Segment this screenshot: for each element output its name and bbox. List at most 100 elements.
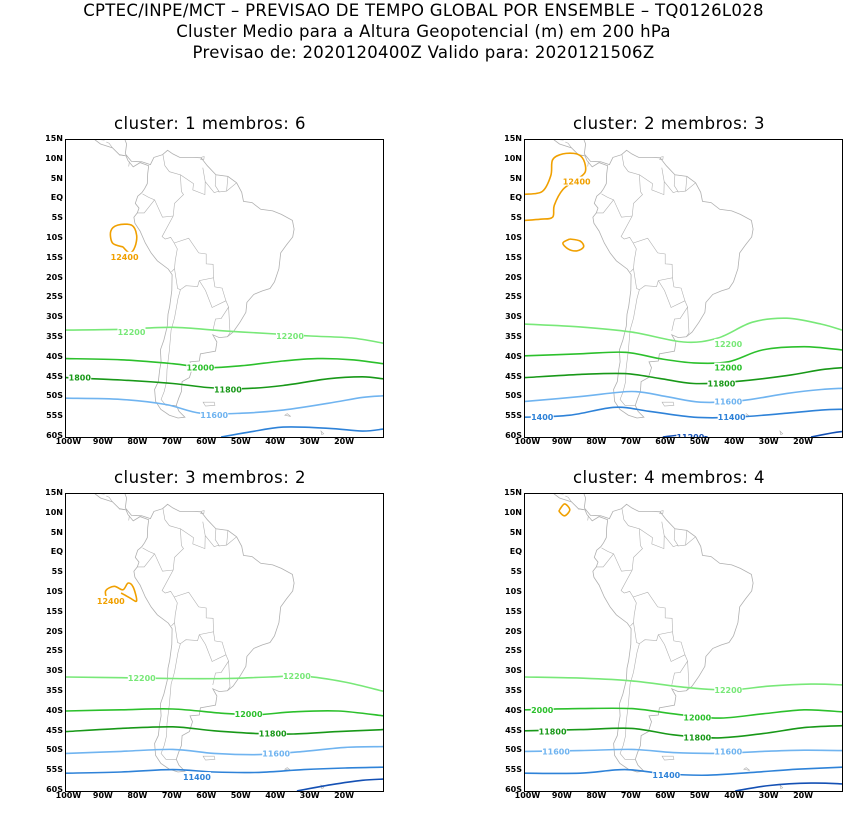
contour-label: 11600 <box>262 749 290 758</box>
country-border <box>639 167 665 196</box>
country-border <box>673 174 688 193</box>
contour-label: 1800 <box>69 374 92 383</box>
island-outline <box>202 755 216 761</box>
lat-tick-label: 10S <box>505 233 522 242</box>
lat-tick-label: 5N <box>50 527 63 537</box>
lat-tick-label: 35S <box>505 686 522 695</box>
lat-tick-label: 35S <box>46 686 63 695</box>
contour-line-11600 <box>66 395 383 415</box>
contour-label: 12400 <box>111 253 139 262</box>
contour-label-bg <box>714 362 743 372</box>
contour-label: 12200 <box>714 340 742 349</box>
lon-tick-label: 30W <box>758 791 779 800</box>
contour-label-bg <box>276 331 304 340</box>
contour-label-bg <box>714 746 743 756</box>
country-border <box>137 199 155 214</box>
lat-tick-label: 50S <box>46 391 63 401</box>
lat-tick-label: 20S <box>46 626 63 636</box>
lon-tick-label: 60W <box>196 791 217 800</box>
contour-label-bg <box>714 396 743 406</box>
south-america-coastline <box>553 494 754 773</box>
island-outline <box>284 767 291 771</box>
lon-tick-label: 80W <box>586 791 607 800</box>
lon-tick-label: 20W <box>793 437 814 446</box>
country-border <box>180 167 206 196</box>
lat-tick-label: EQ <box>50 193 63 203</box>
contour-label: 12400 <box>563 178 591 187</box>
contour-line-11800 <box>525 366 842 385</box>
map-canvas: 12400 12200 12200 12000 1800 11800 11600 <box>66 140 383 437</box>
contour-label-bg <box>714 685 743 694</box>
lat-tick-label: 55S <box>505 765 522 775</box>
contour-label: 12200 <box>714 686 742 695</box>
contour-label: 11400 <box>718 413 746 422</box>
map-frame: 12400 12200 12200 12000 11800 11600 11400 <box>65 493 384 792</box>
lat-tick-label: 30S <box>46 666 63 676</box>
country-border <box>639 521 665 550</box>
contour-line-12200 <box>66 675 383 692</box>
contour-label: 11600 <box>714 747 742 756</box>
lat-tick-label: EQ <box>509 547 522 557</box>
lon-tick-label: 30W <box>299 437 320 446</box>
contour-label-bg <box>530 412 554 422</box>
contour-line-11400 <box>220 426 383 437</box>
lat-tick-label: 30S <box>46 312 63 322</box>
header-line-1: CPTEC/INPE/MCT – PREVISAO DE TEMPO GLOBA… <box>83 1 764 20</box>
contour-label-bg <box>562 176 591 186</box>
contour-label: 11600 <box>714 397 742 406</box>
country-border <box>565 141 572 149</box>
lat-tick-label: 60S <box>505 785 522 794</box>
contour-label: 11800 <box>683 734 711 743</box>
country-border <box>619 643 640 760</box>
lat-tick-label: 40S <box>505 351 522 361</box>
country-border <box>204 181 220 194</box>
lat-tick-label: 15S <box>46 606 63 616</box>
contour-line-11400 <box>525 766 842 777</box>
contour-line-12400 <box>109 223 138 254</box>
lat-tick-label: 25S <box>505 292 522 302</box>
panel-title: cluster: 2 membros: 3 <box>572 114 766 133</box>
map-canvas: 12400 12200 12000 11800 11600 1400 11400 11200 <box>525 140 842 437</box>
country-border <box>663 181 679 194</box>
contour-line-12200 <box>525 317 842 344</box>
lat-tick-label: 45S <box>46 371 63 381</box>
contour-line-11200 <box>810 430 842 437</box>
island-outline <box>743 767 750 771</box>
country-border <box>137 553 155 568</box>
contour-label-bg <box>182 772 211 782</box>
island-outline <box>202 401 216 407</box>
country-border <box>119 508 127 511</box>
lon-tick-label: 60W <box>655 791 676 800</box>
contour-line-11200 <box>735 782 842 791</box>
lat-tick-label: 5S <box>510 213 522 223</box>
south-america-coastline <box>94 140 295 419</box>
lon-tick-label: 50W <box>689 437 710 446</box>
contour-line-11200 <box>296 778 383 791</box>
lat-tick-label: 15N <box>504 488 522 497</box>
lon-tick-label: 50W <box>230 791 251 800</box>
lat-tick-label: 5N <box>509 173 522 183</box>
country-border <box>596 199 614 214</box>
contour-label-bg <box>258 728 287 738</box>
contour-label-bg <box>714 338 743 348</box>
lon-tick-label: 70W <box>620 791 641 800</box>
panel-title: cluster: 1 membros: 6 <box>113 114 307 133</box>
contour-label: 12200 <box>118 328 146 337</box>
country-border <box>161 215 178 273</box>
lat-tick-label: 60S <box>505 431 522 440</box>
lat-tick-label: 55S <box>46 411 63 421</box>
country-border <box>620 569 637 627</box>
lon-tick-label: 80W <box>127 437 148 446</box>
contour-line-12400 <box>562 238 585 252</box>
header-line-2: Cluster Medio para a Altura Geopotencial… <box>176 22 671 41</box>
contour-label: 12000 <box>714 364 742 373</box>
contour-line-11600 <box>66 745 383 756</box>
country-border <box>578 508 586 511</box>
lat-tick-label: 15S <box>46 252 63 262</box>
contour-label: 12400 <box>97 597 125 606</box>
south-america-coastline <box>94 494 295 773</box>
contour-line-12400 <box>525 152 587 222</box>
contour-line-12000 <box>66 357 383 369</box>
lat-tick-label: EQ <box>509 193 522 203</box>
contour-line-11400 <box>66 766 383 774</box>
